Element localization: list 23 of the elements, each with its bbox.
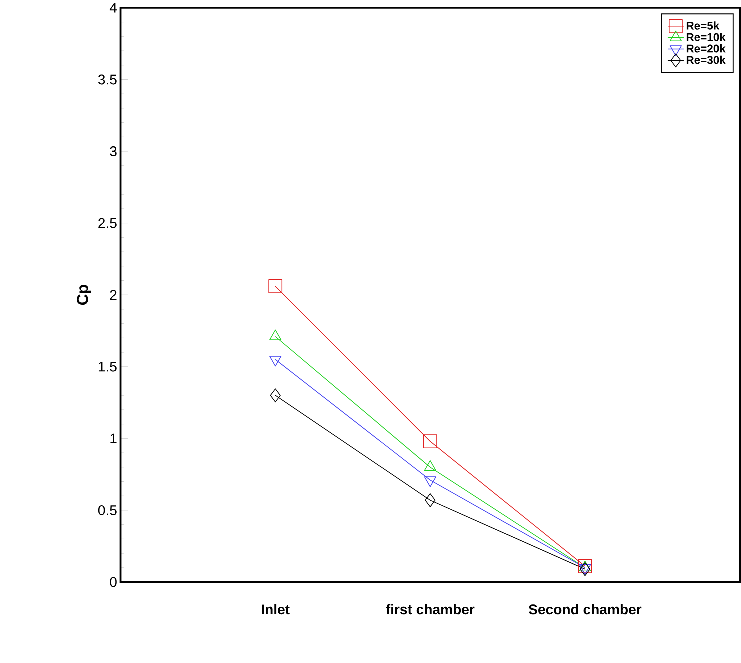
- x-tick-label: Inlet: [262, 604, 290, 615]
- point: [424, 476, 436, 488]
- legend-label: Re=30k: [686, 56, 726, 64]
- y-tick-label: 3.5: [98, 74, 117, 85]
- y-axis-title: Cp: [77, 285, 92, 306]
- y-tick-label: 3: [110, 146, 117, 157]
- x-tick-label: first chamber: [386, 604, 475, 615]
- y-tick-label: 0.5: [98, 506, 117, 516]
- legend-label: Re=20k: [686, 44, 726, 53]
- y-tick-label: 2.5: [98, 218, 117, 228]
- y-tick-label: 1.5: [98, 362, 117, 372]
- point: [423, 434, 438, 449]
- y-tick-label: 1: [110, 434, 117, 444]
- point: [270, 388, 281, 403]
- legend-label: Re=5k: [686, 22, 720, 30]
- y-tick-label: 4: [110, 3, 118, 13]
- legend-label: Re=10k: [686, 33, 726, 42]
- y-tick-label: 2: [110, 290, 117, 300]
- x-tick-label: Second chamber: [529, 604, 642, 615]
- point: [268, 280, 283, 294]
- point: [425, 494, 436, 508]
- y-tick-label: 0: [110, 577, 117, 588]
- point: [270, 356, 282, 367]
